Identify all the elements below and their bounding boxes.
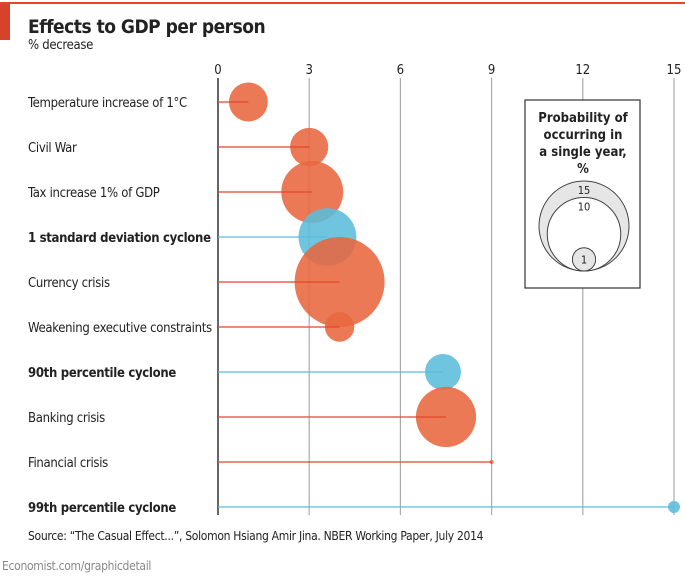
legend-size-label: 10	[578, 201, 591, 214]
category-label: 1 standard deviation cyclone	[28, 231, 211, 246]
category-label: Temperature increase of 1°C	[27, 96, 187, 111]
x-tick-label: 15	[667, 63, 682, 78]
x-tick-label: 12	[575, 63, 590, 78]
category-label: Currency crisis	[28, 276, 110, 291]
legend-title-line: occurring in	[544, 128, 623, 143]
legend-title-line: %	[577, 162, 589, 177]
chart-subtitle: % decrease	[28, 38, 94, 53]
bubble	[489, 459, 494, 465]
bubble	[324, 312, 355, 342]
legend-size-label: 15	[578, 184, 591, 197]
x-tick-label: 9	[488, 63, 495, 78]
footer-link[interactable]: Economist.com/graphicdetail	[2, 559, 152, 573]
legend-size-label: 1	[581, 253, 587, 266]
category-label: Banking crisis	[28, 411, 105, 426]
legend-title-line: Probability of	[538, 111, 628, 126]
x-tick-label: 3	[305, 63, 312, 78]
x-tick-label: 6	[397, 63, 404, 78]
legend-size-circle	[571, 247, 597, 272]
source-note: Source: “The Casual Effect...”, Solomon …	[28, 529, 484, 543]
category-label: Weakening executive constraints	[28, 321, 212, 336]
category-label: Tax increase 1% of GDP	[27, 186, 160, 201]
category-label: Financial crisis	[28, 456, 108, 471]
chart-title: Effects to GDP per person	[28, 16, 266, 38]
category-label: 90th percentile cyclone	[28, 366, 176, 381]
legend-title-line: a single year,	[539, 145, 626, 160]
x-tick-label: 0	[214, 63, 221, 78]
category-label: 99th percentile cyclone	[28, 501, 176, 516]
category-label: Civil War	[28, 141, 77, 156]
brand-tag	[0, 4, 10, 40]
top-rule	[0, 2, 685, 4]
